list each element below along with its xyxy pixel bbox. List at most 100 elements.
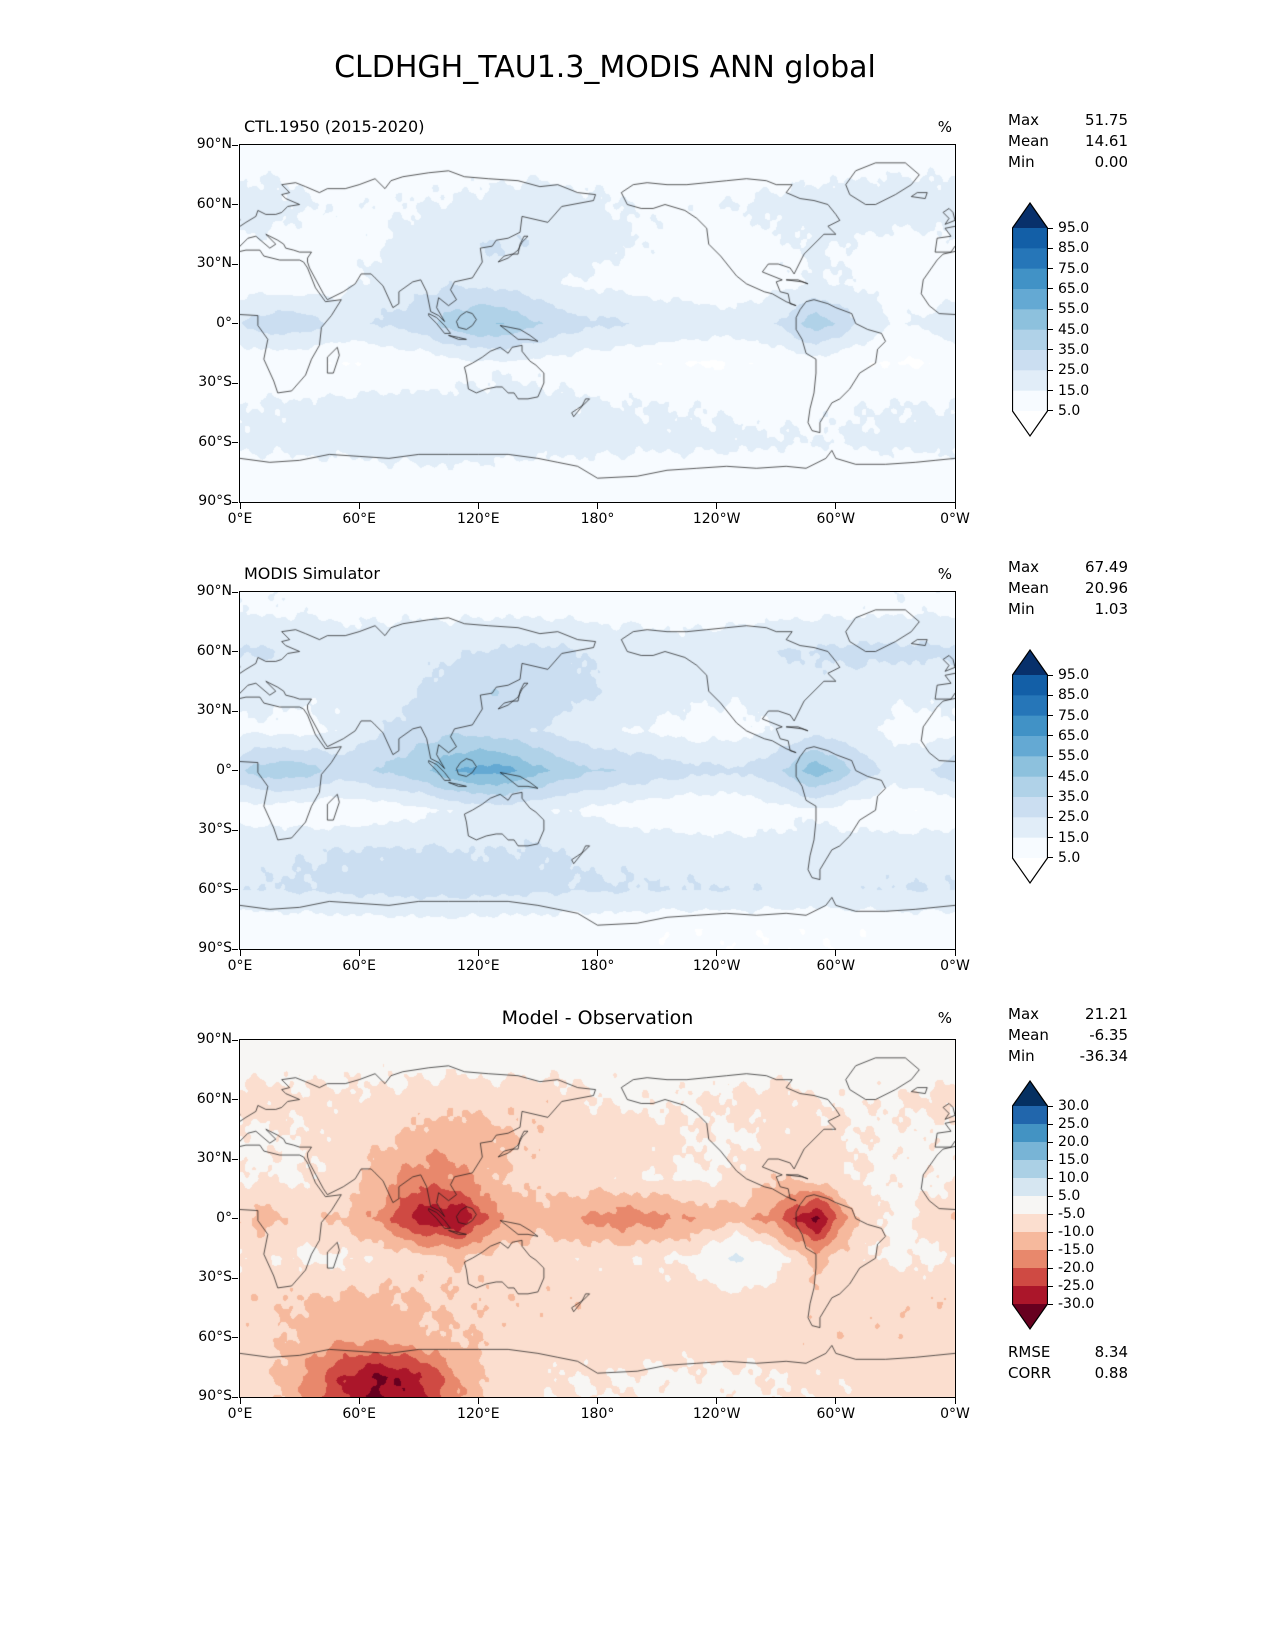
colorbar-tick-label: 55.0 [1058,301,1090,318]
colorbar-tick [1048,390,1053,392]
lat-tick-label: 30°N [196,255,232,271]
colorbar-tick [1048,1213,1053,1215]
colorbar-tick-label: -10.0 [1058,1224,1095,1240]
lat-tick [232,1039,238,1041]
colorbar-tick [1048,349,1053,351]
lat-tick [232,1337,238,1338]
colorbar-tick-label: 35.0 [1058,341,1090,358]
colorbar-tick [1048,268,1053,270]
lat-tick-label: 90°N [196,583,232,599]
stat-value: 20.96 [1085,579,1128,597]
colorbar-tick-label: -5.0 [1058,1206,1086,1222]
lon-tick [477,950,479,956]
lat-tick [232,591,238,593]
colorbar-tick-label: 45.0 [1058,321,1090,338]
panel-diff-unit-label: % [937,1009,952,1027]
stat-row: Min 0.00 [1008,152,1128,173]
lon-tick-label: 0°W [940,958,970,974]
stat-row: Mean 14.61 [1008,131,1128,152]
colorbar-tick-label: 95.0 [1058,220,1090,236]
lon-tick [239,950,241,956]
lat-tick-label: 60°S [198,433,232,450]
lon-tick [358,950,360,956]
map-canvas-diff [240,1040,955,1397]
lon-tick-label: 120°E [457,958,500,974]
stat-value: 14.61 [1085,132,1128,150]
colorbar-tick [1048,1267,1053,1269]
lat-tick [232,1277,238,1279]
lon-tick [358,1398,360,1404]
metric-value: 0.88 [1094,1364,1128,1382]
lon-tick-label: 60°W [816,1406,856,1422]
map-canvas-modis [240,592,955,949]
colorbar-tick [1048,816,1053,818]
colorbar-tick [1048,1249,1053,1251]
colorbar-tick-label: 75.0 [1058,707,1090,724]
lat-tick-label: 90°N [196,1031,232,1047]
colorbar-tick [1048,1303,1053,1305]
stat-value: -36.34 [1079,1047,1128,1065]
colorbar-tick-label: 45.0 [1058,768,1090,785]
stat-row: Mean -6.35 [1008,1025,1128,1046]
stat-label: Min [1008,153,1035,171]
lat-tick [232,501,238,503]
colorbar-tick-label: 55.0 [1058,748,1090,765]
colorbar-svg [1012,649,1048,885]
lon-tick [954,950,956,956]
lat-tick-label: 30°S [198,821,232,837]
metric-label: RMSE [1008,1343,1051,1361]
map-frame-ctl [239,144,956,503]
lat-tick [232,382,238,384]
lon-tick-label: 120°W [692,958,741,974]
panel-modis-unit-label: % [937,565,952,583]
stat-value: -6.35 [1089,1026,1128,1044]
stat-row: Max 21.21 [1008,1004,1128,1025]
colorbar-tick-label: 25.0 [1058,362,1090,379]
stat-value: 21.21 [1085,1005,1128,1023]
colorbar-tick [1048,247,1053,249]
lat-tick [232,829,238,831]
colorbar-tick-label: 65.0 [1058,727,1090,744]
stat-label: Max [1008,558,1040,576]
metrics-block: RMSE 8.34 CORR 0.88 [1008,1342,1128,1384]
stat-label: Max [1008,111,1040,129]
colorbar-tick [1048,1123,1053,1125]
lon-tick [835,1398,837,1404]
colorbar-tick-label: -20.0 [1058,1260,1095,1276]
metric-row: CORR 0.88 [1008,1363,1128,1384]
colorbar-tick-label: 5.0 [1058,402,1081,419]
stat-row: Min -36.34 [1008,1046,1128,1067]
lat-tick [232,948,238,950]
colorbar-tick [1048,410,1053,412]
colorbar-tick-label: 30.0 [1058,1098,1090,1114]
colorbar-tick [1048,796,1053,798]
lat-tick-label: 30°S [198,1269,232,1285]
colorbar-tick-label: 5.0 [1058,1188,1081,1204]
stat-value: 51.75 [1085,111,1128,129]
lat-tick-label: 30°S [198,374,232,390]
stat-value: 67.49 [1085,558,1128,576]
panel-diff-stats: Max 21.21 Mean -6.35 Min -36.34 [1008,1004,1128,1067]
map-frame-diff [239,1039,956,1398]
colorbar-tick-label: 25.0 [1058,1116,1090,1132]
lat-tick-label: 30°N [196,1150,232,1166]
lat-tick [232,263,238,265]
stat-row: Max 67.49 [1008,557,1128,578]
lon-tick [835,503,837,509]
lon-tick-label: 60°E [342,958,376,974]
panel-ctl-title: CTL.1950 (2015-2020) [244,117,425,136]
stat-label: Min [1008,600,1035,618]
colorbar-tick-label: 15.0 [1058,1152,1090,1168]
map-frame-modis [239,591,956,950]
lon-tick-label: 60°W [816,958,856,974]
lon-tick-label: 60°W [816,511,856,527]
colorbar-tick-label: 15.0 [1058,382,1090,399]
colorbar-tick [1048,1177,1053,1179]
lat-tick-label: 60°N [196,195,232,212]
lon-tick [477,1398,479,1404]
metric-value: 8.34 [1094,1343,1128,1361]
lat-tick [232,144,238,146]
colorbar-tick [1048,369,1053,371]
lat-tick-label: 60°S [198,880,232,897]
lon-tick-label: 0°E [227,1406,253,1422]
